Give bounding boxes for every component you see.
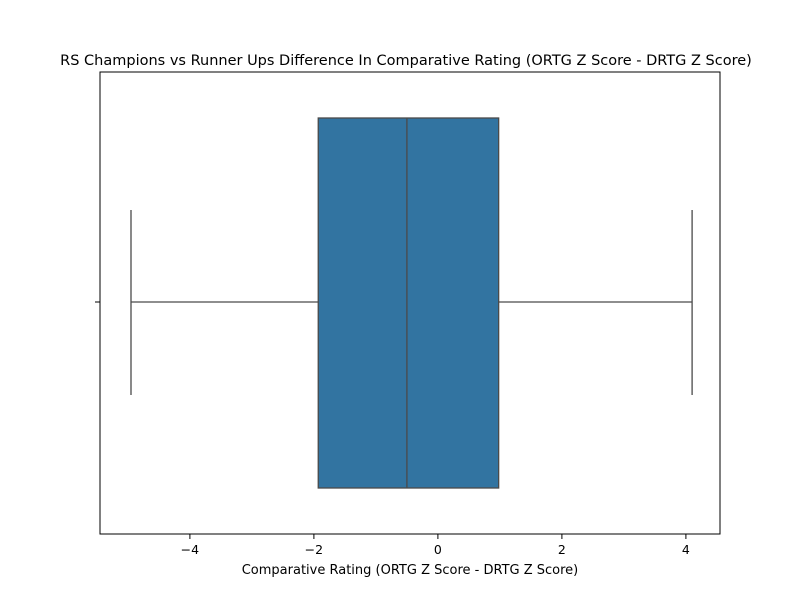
x-tick-label: −4 bbox=[181, 542, 199, 557]
x-tick-label: 2 bbox=[558, 542, 566, 557]
plot-area-frame bbox=[99, 71, 721, 535]
box-layer bbox=[130, 117, 693, 489]
x-axis-label: Comparative Rating (ORTG Z Score - DRTG … bbox=[242, 563, 579, 578]
x-axis: −4 −2 0 2 4 bbox=[181, 534, 690, 557]
interquartile-box bbox=[317, 117, 500, 489]
x-tick-label: 4 bbox=[682, 542, 690, 557]
x-tick-label: 0 bbox=[434, 542, 442, 557]
x-tick-label: −2 bbox=[305, 542, 323, 557]
chart-title: RS Champions vs Runner Ups Difference In… bbox=[60, 53, 752, 69]
